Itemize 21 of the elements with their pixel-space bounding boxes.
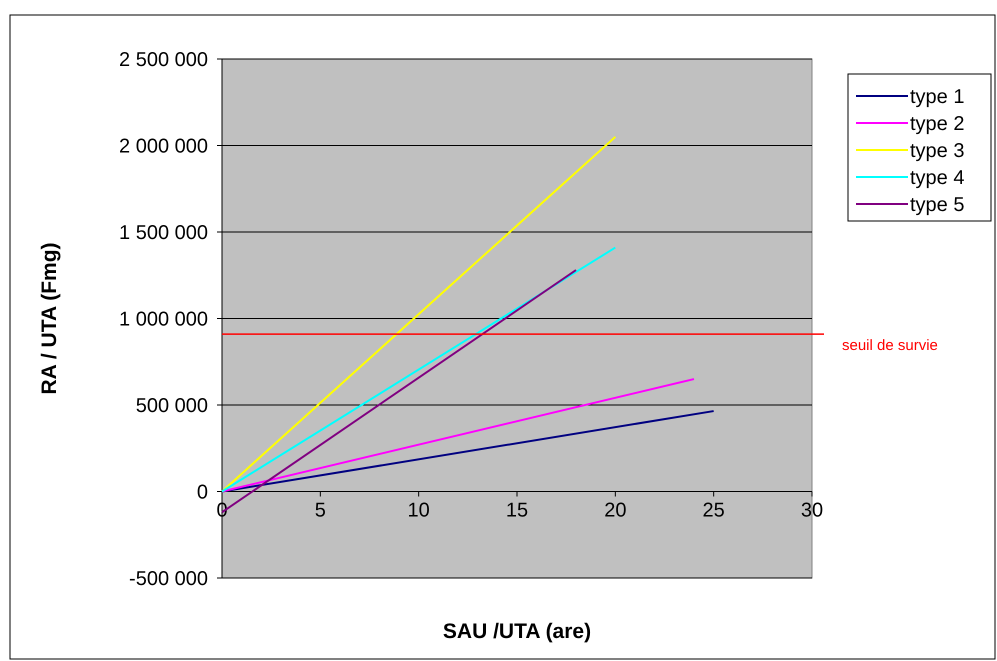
x-axis-title: SAU /UTA (are) xyxy=(442,620,592,643)
x-tick-label: 20 xyxy=(604,500,626,522)
y-tick-label: 1 000 000 xyxy=(119,308,208,330)
x-tick-label: 10 xyxy=(408,500,430,522)
legend-label: type 4 xyxy=(910,167,964,189)
x-tick-label: 15 xyxy=(506,500,528,522)
legend-label: type 3 xyxy=(910,140,964,162)
y-tick-label: 2 000 000 xyxy=(119,136,208,158)
legend-label: type 2 xyxy=(910,113,964,135)
y-axis-title: RA / UTA (Fmg) xyxy=(38,242,61,395)
y-tick-label: 0 xyxy=(196,482,208,504)
y-tick-label: 2 500 000 xyxy=(119,49,208,71)
y-tick-label: 1 500 000 xyxy=(119,222,208,244)
y-tick-label: -500 000 xyxy=(129,568,208,590)
x-tick-label: 5 xyxy=(314,500,326,522)
ref-line-label: seuil de survie xyxy=(842,337,938,354)
legend-label: type 1 xyxy=(910,86,964,108)
x-tick-label: 25 xyxy=(702,500,725,522)
legend-label: type 5 xyxy=(910,194,964,216)
y-tick-label: 500 000 xyxy=(136,395,208,417)
x-tick-label: 30 xyxy=(800,500,824,522)
